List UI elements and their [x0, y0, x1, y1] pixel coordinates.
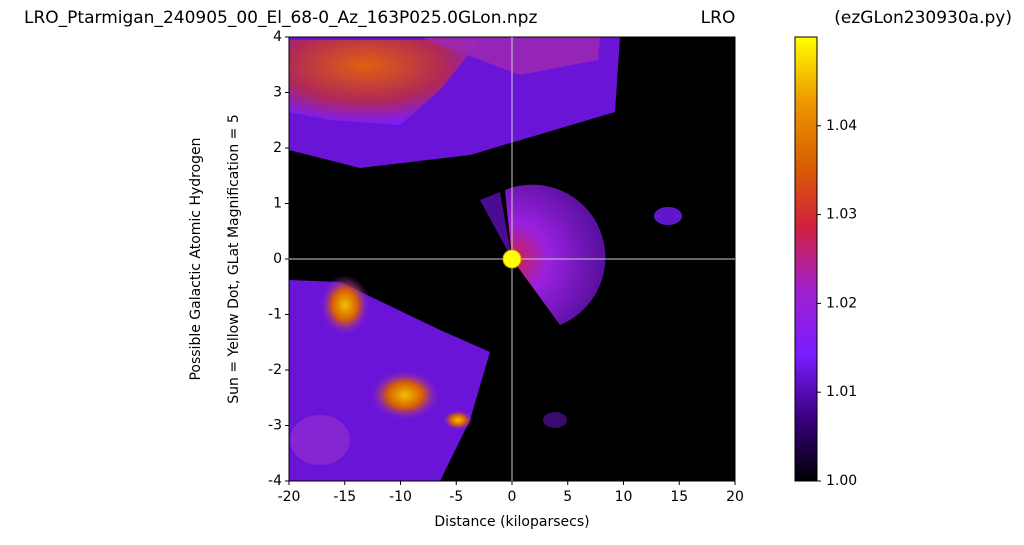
colorbar-tick-label: 1.02 — [826, 295, 857, 311]
y-tick-label: 4 — [273, 29, 282, 45]
x-tick-label: -10 — [389, 489, 412, 505]
chart-title: LRO_Ptarmigan_240905_00_El_68-0_Az_163P0… — [24, 8, 537, 28]
chart-title-center: LRO — [701, 8, 736, 28]
chart-title-right: (ezGLon230930a.py) — [834, 8, 1012, 28]
x-axis-label: Distance (kiloparsecs) — [434, 514, 589, 530]
y-axis-label: Sun = Yellow Dot, GLat Magnification = 5 — [226, 114, 242, 403]
y-axis-label: Possible Galactic Atomic Hydrogen — [188, 137, 204, 380]
x-tick-label: -5 — [449, 489, 463, 505]
y-tick-label: 3 — [273, 85, 282, 101]
y-tick-label: 0 — [273, 251, 282, 267]
y-tick-label: -2 — [268, 362, 282, 378]
x-tick-label: -15 — [333, 489, 356, 505]
y-tick-label: -1 — [268, 307, 282, 323]
colorbar-tick-label: 1.00 — [826, 473, 857, 489]
colorbar-tick-label: 1.04 — [826, 118, 857, 134]
sun-marker — [502, 249, 522, 269]
x-tick-label: 5 — [563, 489, 572, 505]
x-tick-label: 10 — [615, 489, 633, 505]
y-tick-label: 1 — [273, 196, 282, 212]
x-tick-label: 0 — [508, 489, 517, 505]
colorbar — [794, 36, 818, 482]
y-tick-label: -4 — [268, 473, 282, 489]
x-tick-label: 20 — [726, 489, 744, 505]
x-tick-label: 15 — [670, 489, 688, 505]
x-tick-label: -20 — [278, 489, 301, 505]
y-tick-label: 2 — [273, 140, 282, 156]
colorbar-tick-label: 1.03 — [826, 207, 857, 223]
y-tick-label: -3 — [268, 418, 282, 434]
colorbar-tick-label: 1.01 — [826, 384, 857, 400]
